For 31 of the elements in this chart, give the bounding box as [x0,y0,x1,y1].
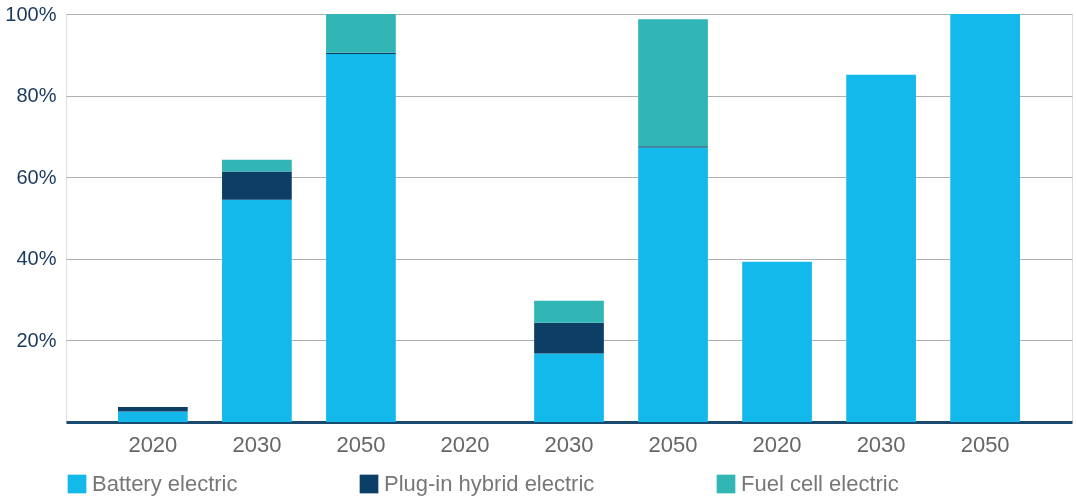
x-tick-label: 2030 [856,431,906,457]
bar [118,411,188,422]
bar [846,74,916,422]
bar [222,171,292,200]
x-tick-label: 2050 [960,431,1010,457]
legend-label: Fuel cell electric [741,471,899,496]
bar [638,19,708,147]
y-tick-label: 40% [16,247,57,270]
bar [326,53,396,422]
y-tick-label: 100% [5,2,57,25]
y-tick-label: 20% [16,328,57,351]
x-tick-label: 2050 [336,431,386,457]
bar [534,353,604,422]
legend-label: Plug-in hybrid electric [384,471,595,496]
x-tick-label: 2020 [440,431,490,457]
bar [950,14,1020,422]
bar [534,300,604,323]
bar [326,14,396,53]
bar [742,261,812,422]
bar [534,322,604,354]
y-tick-label: 60% [16,165,57,188]
bar [222,199,292,422]
x-tick-label: 2030 [232,431,282,457]
bar [638,147,708,422]
x-tick-label: 2020 [128,431,178,457]
x-tick-label: 2030 [544,431,594,457]
y-tick-label: 80% [16,84,57,107]
bar [222,159,292,172]
x-tick-label: 2020 [752,431,802,457]
legend-label: Battery electric [92,471,238,496]
x-tick-label: 2050 [648,431,698,457]
